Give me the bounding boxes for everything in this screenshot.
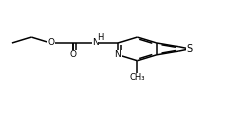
Text: H: H bbox=[97, 33, 103, 42]
Text: CH₃: CH₃ bbox=[130, 73, 145, 82]
Text: N: N bbox=[114, 50, 121, 59]
Text: O: O bbox=[70, 50, 77, 59]
Text: N: N bbox=[92, 38, 99, 47]
Text: O: O bbox=[47, 38, 54, 47]
Text: S: S bbox=[186, 44, 192, 54]
